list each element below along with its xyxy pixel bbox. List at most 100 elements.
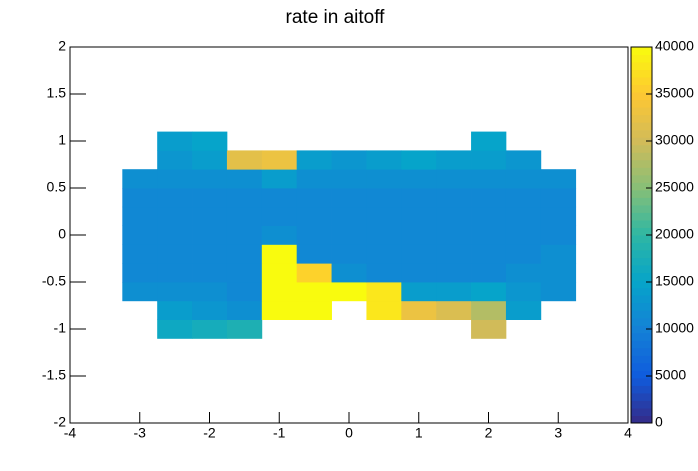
- colorbar-step: [631, 257, 652, 266]
- x-tick-label: 4: [624, 425, 632, 441]
- y-tick-label: -1.5: [42, 367, 66, 383]
- heat-cell: [401, 225, 437, 245]
- heat-cell: [401, 263, 437, 283]
- colorbar-step: [631, 77, 652, 86]
- colorbar-step: [631, 362, 652, 371]
- heat-cell: [366, 188, 402, 208]
- x-tick-label: 0: [345, 425, 353, 441]
- heat-cell: [471, 150, 507, 170]
- colorbar-tick-label: 15000: [655, 273, 694, 289]
- heat-cell: [505, 300, 542, 320]
- heat-cell: [226, 150, 263, 170]
- heat-cell: [296, 150, 332, 170]
- heat-cell: [436, 188, 472, 208]
- y-tick-label: 1: [58, 132, 66, 148]
- heat-cell: [122, 188, 158, 208]
- heat-cell: [366, 169, 402, 189]
- colorbar-step: [631, 62, 652, 71]
- heat-cell: [226, 263, 263, 283]
- colorbar-step: [631, 204, 652, 213]
- x-tick-label: -1: [273, 425, 286, 441]
- colorbar-step: [631, 122, 652, 131]
- heat-cell: [366, 263, 402, 283]
- colorbar-tick-label: 35000: [655, 85, 694, 101]
- heat-cell: [157, 319, 193, 339]
- colorbar-tick-label: 25000: [655, 179, 694, 195]
- heat-cell: [331, 206, 367, 226]
- heat-cell: [296, 188, 332, 208]
- colorbar-step: [631, 310, 652, 319]
- x-tick-label: -3: [134, 425, 147, 441]
- heat-cell: [261, 169, 298, 189]
- heat-cell: [122, 169, 158, 189]
- heat-cell: [505, 282, 542, 302]
- heat-cell: [192, 244, 228, 264]
- heat-cell: [471, 169, 507, 189]
- heat-cell: [226, 282, 263, 302]
- heat-cell: [471, 188, 507, 208]
- heat-cell: [331, 263, 367, 283]
- heat-cell: [192, 206, 228, 226]
- heat-cell: [471, 244, 507, 264]
- colorbar-tick-label: 30000: [655, 132, 694, 148]
- heat-cell: [366, 225, 402, 245]
- heat-cell: [331, 188, 367, 208]
- heat-cell: [226, 225, 263, 245]
- heat-cell: [296, 225, 332, 245]
- heat-cell: [157, 300, 193, 320]
- colorbar-tick-label: 5000: [655, 367, 686, 383]
- heat-cell: [505, 244, 542, 264]
- heat-cell: [261, 282, 298, 302]
- heat-cell: [471, 300, 507, 320]
- heat-cell: [331, 150, 367, 170]
- heat-cell: [366, 282, 402, 302]
- heat-cell: [401, 150, 437, 170]
- colorbar-step: [631, 347, 652, 356]
- heat-cell: [401, 300, 437, 320]
- heat-cell: [226, 300, 263, 320]
- heat-cell: [157, 244, 193, 264]
- heat-cell: [261, 244, 298, 264]
- heat-cell: [261, 225, 298, 245]
- colorbar-step: [631, 272, 652, 281]
- colorbar-step: [631, 340, 652, 349]
- heat-cell: [261, 263, 298, 283]
- colorbar-step: [631, 370, 652, 379]
- colorbar-step: [631, 265, 652, 274]
- heat-cell: [436, 225, 472, 245]
- heat-cell: [540, 244, 577, 264]
- heat-cell: [505, 188, 542, 208]
- x-tick-label: -2: [203, 425, 216, 441]
- heat-cell: [505, 169, 542, 189]
- colorbar-step: [631, 167, 652, 176]
- y-tick-label: -2: [54, 414, 67, 430]
- colorbar-step: [631, 107, 652, 116]
- colorbar-step: [631, 325, 652, 334]
- colorbar-step: [631, 54, 652, 63]
- heat-cell: [192, 263, 228, 283]
- colorbar-step: [631, 400, 652, 409]
- heat-cell: [157, 206, 193, 226]
- colorbar-step: [631, 407, 652, 416]
- colorbar-step: [631, 84, 652, 93]
- heat-cell: [296, 169, 332, 189]
- heat-cell: [471, 263, 507, 283]
- heat-cell: [192, 169, 228, 189]
- colorbar-step: [631, 280, 652, 289]
- y-tick-label: 2: [58, 38, 66, 54]
- heat-cell: [122, 282, 158, 302]
- colorbar-step: [631, 235, 652, 244]
- heat-cell: [192, 225, 228, 245]
- heat-cell: [192, 188, 228, 208]
- colorbar-step: [631, 174, 652, 183]
- y-tick-label: 0.5: [47, 179, 67, 195]
- heat-cell: [192, 150, 228, 170]
- heat-cell: [366, 300, 402, 320]
- heat-cell: [331, 282, 367, 302]
- colorbar-tick-label: 20000: [655, 226, 694, 242]
- heat-cell: [401, 169, 437, 189]
- heat-cell: [436, 282, 472, 302]
- heat-cell: [540, 263, 577, 283]
- colorbar-step: [631, 317, 652, 326]
- colorbar-step: [631, 392, 652, 401]
